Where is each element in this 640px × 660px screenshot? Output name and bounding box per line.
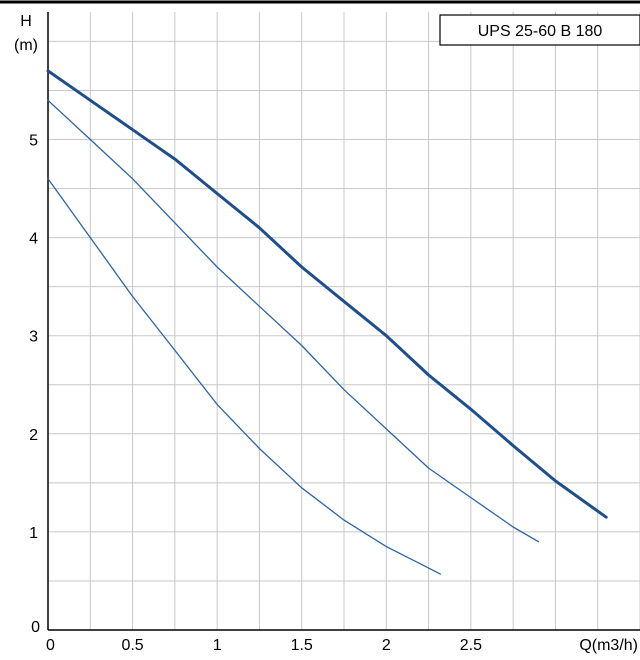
x-tick-label: 1 bbox=[213, 637, 222, 654]
x-axis-label: Q(m3/h) bbox=[579, 637, 638, 654]
series-line-2 bbox=[47, 99, 540, 543]
series-line-1 bbox=[46, 69, 608, 519]
x-tick-label: 0.5 bbox=[121, 637, 143, 654]
tick-labels: 0 0.5 1 1.5 2 2.5 0 1 2 3 4 5 bbox=[29, 133, 482, 654]
legend-box bbox=[439, 14, 640, 46]
series-line-3 bbox=[47, 178, 442, 575]
x-tick-label: 0 bbox=[46, 637, 55, 654]
y-axis-label-line2: (m) bbox=[14, 37, 38, 54]
axes bbox=[47, 12, 640, 631]
y-tick-label: 3 bbox=[29, 329, 38, 346]
grid bbox=[48, 12, 640, 630]
series bbox=[46, 69, 608, 575]
y-axis-label-line1: H bbox=[20, 13, 32, 30]
y-tick-label: 0 bbox=[31, 619, 40, 636]
y-tick-label: 5 bbox=[29, 133, 38, 150]
legend: UPS 25-60 B 180 bbox=[439, 14, 640, 46]
y-tick-label: 2 bbox=[29, 427, 38, 444]
legend-label: UPS 25-60 B 180 bbox=[478, 23, 603, 40]
y-tick-label: 4 bbox=[29, 231, 38, 248]
y-tick-label: 1 bbox=[29, 525, 38, 542]
x-tick-label: 1.5 bbox=[291, 637, 313, 654]
x-tick-label: 2 bbox=[382, 637, 391, 654]
x-tick-label: 2.5 bbox=[460, 637, 482, 654]
